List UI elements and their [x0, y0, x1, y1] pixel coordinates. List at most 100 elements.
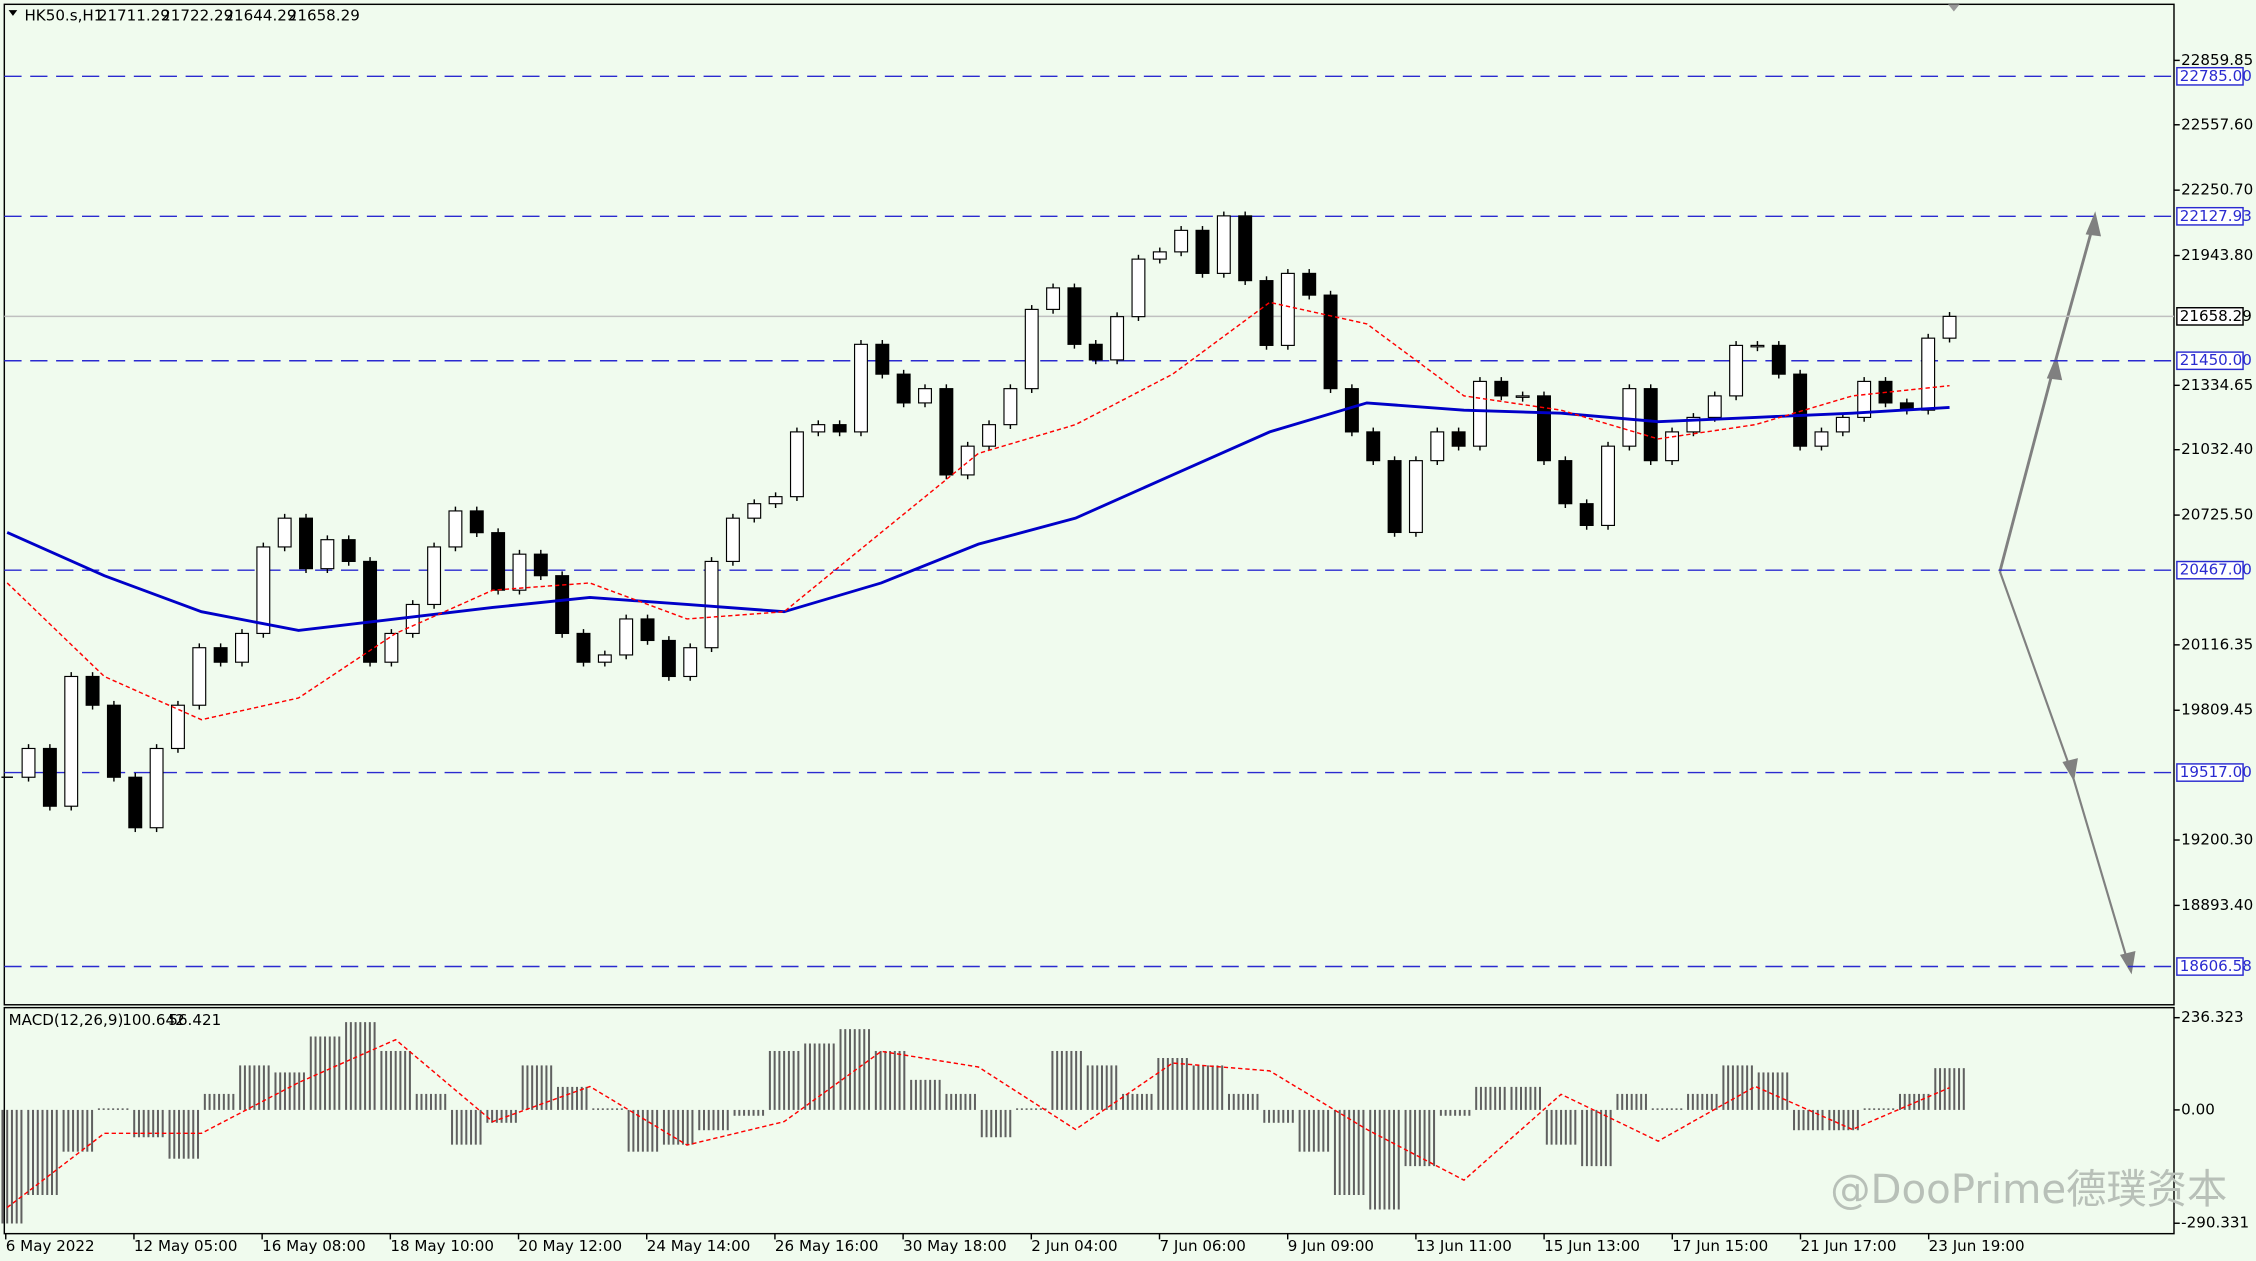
y-tick-label: 22859.85	[2181, 51, 2253, 69]
symbol-title: HK50.s,H1	[24, 6, 103, 24]
candle	[1793, 373, 1808, 447]
candle	[128, 776, 143, 829]
candle	[469, 510, 484, 534]
y-tick-label: 21943.80	[2181, 246, 2253, 264]
candle	[384, 632, 399, 663]
candle	[1003, 388, 1018, 426]
candle	[1750, 344, 1765, 348]
y-tick-label: 20116.35	[2181, 635, 2253, 653]
x-tick-label: 26 May 16:00	[775, 1237, 879, 1255]
candle	[21, 747, 36, 778]
candle	[1024, 308, 1039, 390]
candle	[1238, 215, 1253, 282]
last-close: 21658.29	[288, 6, 360, 24]
candle	[1537, 395, 1551, 462]
candle	[1344, 388, 1359, 433]
candle	[683, 647, 698, 678]
x-tick-label: 13 Jun 11:00	[1416, 1237, 1512, 1255]
x-tick-label: 24 May 14:00	[647, 1237, 751, 1255]
candle	[1857, 380, 1872, 418]
x-tick-label: 21 Jun 17:00	[1800, 1237, 1896, 1255]
candle	[320, 539, 335, 570]
candle	[1067, 287, 1082, 345]
candle	[1152, 251, 1167, 260]
y-tick-label: 20725.50	[2181, 506, 2253, 524]
arrow-head	[2062, 758, 2078, 782]
macd-signal-line	[6, 1038, 1950, 1209]
current-price-box	[2176, 307, 2244, 326]
x-tick-label: 20 May 12:00	[519, 1237, 623, 1255]
last-open: 21711.29	[98, 6, 170, 24]
candle	[725, 517, 740, 563]
menu-triangle	[8, 10, 18, 16]
watermark: @DooPrime德璞资本	[1830, 1166, 2227, 1213]
x-tick-label: 30 May 18:00	[903, 1237, 1007, 1255]
candle	[1601, 445, 1616, 526]
candle	[405, 603, 420, 635]
x-tick-label: 12 May 05:00	[134, 1237, 238, 1255]
y-tick-label: 18893.40	[2181, 896, 2253, 914]
candle	[170, 704, 185, 750]
y-tick-label: 21334.65	[2181, 376, 2253, 394]
candle	[1515, 395, 1530, 398]
x-tick-label: 18 May 10:00	[390, 1237, 494, 1255]
candle	[1110, 316, 1125, 361]
candle	[1771, 344, 1786, 375]
macd-y-tick-label: -290.331	[2181, 1214, 2249, 1232]
level-label-box	[2176, 351, 2244, 371]
candle	[1046, 287, 1061, 310]
candle	[1430, 431, 1445, 462]
candle	[491, 532, 506, 591]
candle	[918, 388, 932, 404]
candle	[256, 546, 271, 635]
candle	[789, 431, 804, 498]
last-low: 21644.29	[224, 6, 296, 24]
macd-title: MACD(12,26,9)	[9, 1011, 124, 1029]
candle	[896, 373, 911, 404]
candle	[1643, 388, 1658, 462]
candle	[1259, 280, 1274, 346]
x-tick-label: 23 Jun 19:00	[1929, 1237, 2025, 1255]
moving-average	[6, 401, 1950, 632]
candle	[1494, 380, 1509, 397]
y-tick-label: 22557.60	[2181, 115, 2253, 133]
candle	[106, 704, 121, 778]
candle	[1131, 258, 1146, 318]
candle	[1174, 229, 1189, 253]
candle	[85, 675, 100, 706]
candle	[1579, 503, 1594, 526]
candle	[1835, 416, 1850, 433]
candle	[299, 517, 313, 570]
candle	[1558, 460, 1573, 505]
candle	[235, 632, 249, 663]
candle	[42, 747, 57, 807]
last-high: 21722.29	[161, 6, 233, 24]
x-tick-label: 17 Jun 15:00	[1672, 1237, 1768, 1255]
candle	[1387, 460, 1402, 534]
candle	[832, 424, 847, 433]
current-price-label: 21658.29	[2180, 307, 2252, 325]
candle	[939, 388, 954, 476]
shift-marker	[1948, 4, 1960, 12]
y-tick-label: 21032.40	[2181, 440, 2253, 458]
candle	[640, 618, 655, 642]
candle	[192, 647, 207, 706]
candle	[555, 575, 570, 635]
macd-y-tick-label: 236.323	[2181, 1008, 2243, 1026]
level-label-box	[2176, 66, 2244, 86]
candle	[661, 639, 676, 678]
x-tick-label: 6 May 2022	[6, 1237, 95, 1255]
candle	[363, 560, 378, 663]
macd-y-tick-label: 0.00	[2181, 1100, 2215, 1118]
candle	[1323, 294, 1338, 390]
x-tick-label: 15 Jun 13:00	[1544, 1237, 1640, 1255]
candle	[597, 654, 612, 663]
candle	[1302, 272, 1317, 296]
level-label: 18606.58	[2180, 957, 2252, 975]
candle	[1088, 343, 1103, 361]
candle	[1707, 395, 1722, 418]
arrow	[1998, 571, 2073, 774]
candle	[747, 503, 762, 519]
